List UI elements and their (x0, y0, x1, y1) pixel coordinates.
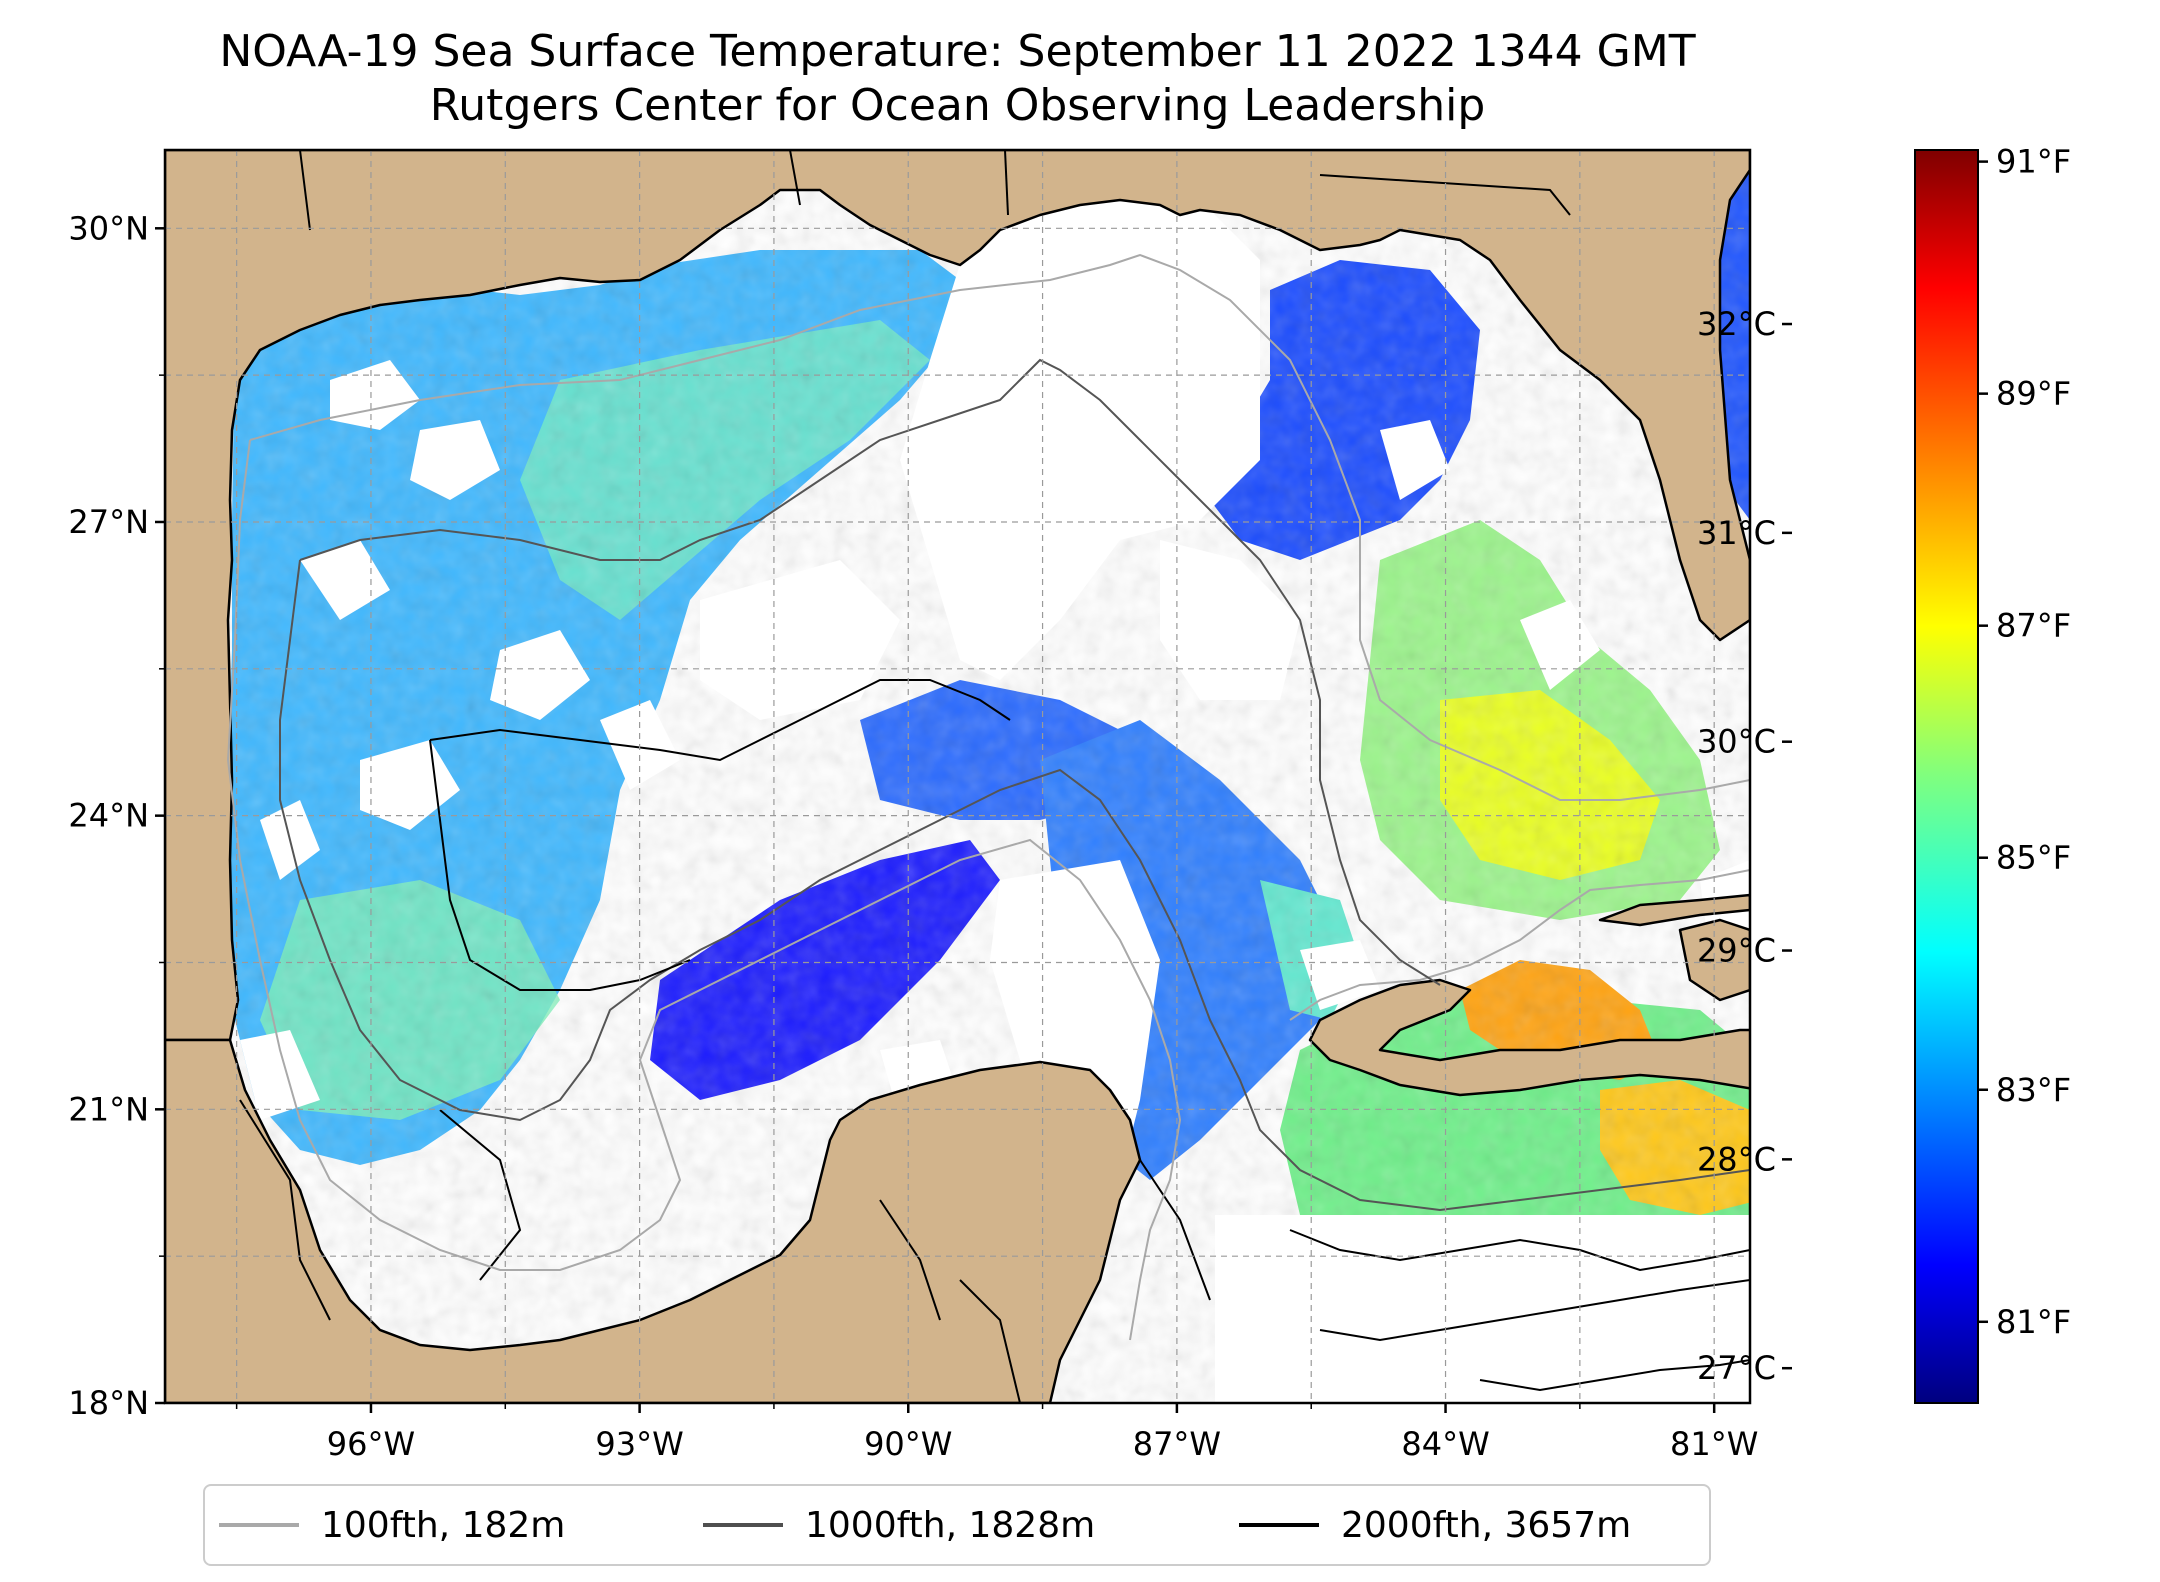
colorbar-c-label: 27°C (1697, 1349, 1776, 1387)
colorbar-f-label: 85°F (1996, 839, 2071, 877)
colorbar-c-label: 28°C (1697, 1140, 1776, 1178)
lon-tick-label: 93°W (595, 1425, 683, 1463)
colorbar-f-label: 91°F (1996, 143, 2071, 181)
colorbar-f-label: 81°F (1996, 1303, 2071, 1341)
lon-tick-label: 96°W (327, 1425, 415, 1463)
lat-tick-label: 30°N (68, 209, 149, 247)
map-subtitle: Rutgers Center for Ocean Observing Leade… (429, 80, 1486, 131)
colorbar-c-label: 32°C (1697, 305, 1776, 343)
legend-label: 2000fth, 3657m (1341, 1504, 1632, 1546)
land-layer (165, 150, 1750, 1403)
land-mexico (165, 1038, 1142, 1403)
legend-line-100fth (219, 1523, 299, 1527)
gridlines (165, 150, 1750, 1403)
lon-tick-label: 81°W (1670, 1425, 1758, 1463)
lat-tick-label: 24°N (68, 797, 149, 835)
map-frame (163, 148, 1752, 1405)
contour-1000fth (279, 358, 1750, 1212)
bathymetry-legend: 100fth, 182m 1000fth, 1828m 2000fth, 365… (203, 1484, 1711, 1566)
colorbar-gradient (1914, 149, 1979, 1404)
legend-label: 100fth, 182m (321, 1504, 566, 1546)
bathymetry-contours (226, 253, 1750, 1392)
colorbar-f-label: 83°F (1996, 1071, 2071, 1109)
lat-tick-label: 27°N (68, 503, 149, 541)
longitude-axis: 96°W 93°W 90°W 87°W 84°W 81°W (235, 1403, 1758, 1463)
land-florida-keys (1598, 893, 1750, 927)
legend-item-100fth: 100fth, 182m (219, 1486, 565, 1564)
lon-tick-label: 90°W (864, 1425, 952, 1463)
legend-line-2000fth (1239, 1523, 1319, 1527)
lat-tick-label: 18°N (68, 1384, 149, 1422)
lon-tick-label: 87°W (1133, 1425, 1221, 1463)
legend-item-1000fth: 1000fth, 1828m (703, 1486, 1095, 1564)
lat-tick-label: 21°N (68, 1090, 149, 1128)
legend-label: 1000fth, 1828m (805, 1504, 1096, 1546)
colorbar-fahrenheit-axis: 91°F 89°F 87°F 85°F 83°F 81°F (1978, 143, 2071, 1341)
legend-item-2000fth: 2000fth, 3657m (1239, 1486, 1631, 1564)
colorbar-f-label: 89°F (1996, 375, 2071, 413)
colorbar-c-label: 30°C (1697, 723, 1776, 761)
lon-tick-label: 84°W (1401, 1425, 1489, 1463)
land-cuba (1308, 978, 1750, 1097)
land-us-gulf-coast (165, 150, 1750, 1042)
contour-100fth (226, 253, 1750, 1341)
political-borders (239, 150, 1571, 1403)
map-title: NOAA-19 Sea Surface Temperature: Septemb… (219, 26, 1696, 77)
latitude-axis: 30°N 27°N 24°N 21°N 18°N (68, 209, 165, 1422)
colorbar-celsius-axis: 32°C 31°C 30°C 29°C 28°C 27°C (1697, 305, 1792, 1387)
legend-line-1000fth (703, 1523, 783, 1527)
colorbar-c-label: 31°C (1697, 514, 1776, 552)
colorbar-f-label: 87°F (1996, 607, 2071, 645)
contour-2000fth (429, 679, 1750, 1392)
colorbar-c-label: 29°C (1697, 932, 1776, 970)
land-bahamas (1678, 918, 1750, 1002)
